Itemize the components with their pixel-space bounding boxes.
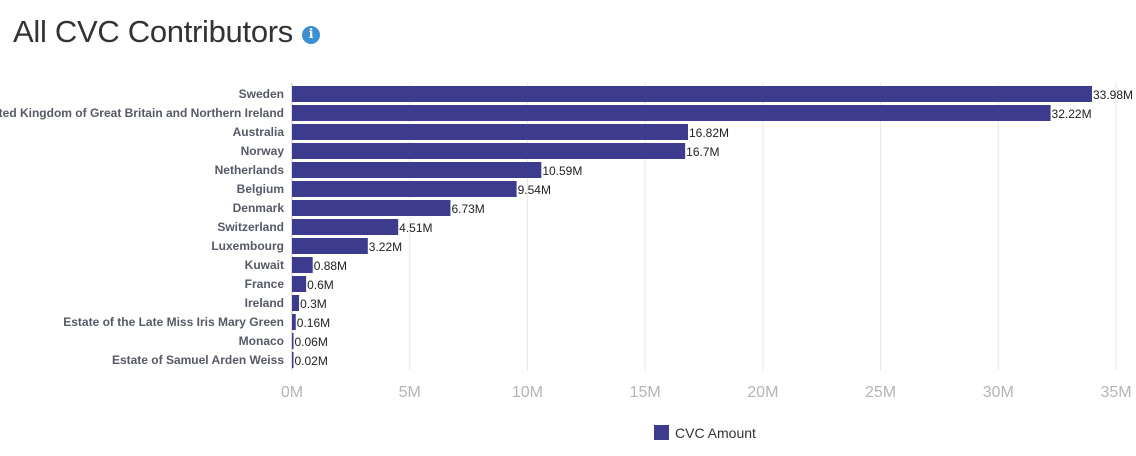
x-tick-label: 20M [747,384,778,401]
x-tick-label: 30M [983,384,1014,401]
bar[interactable] [292,257,313,273]
legend-label[interactable]: CVC Amount [675,425,756,441]
category-label: Ireland [245,296,284,310]
data-label: 4.51M [399,221,432,235]
bar[interactable] [292,352,294,368]
data-label: 0.16M [297,316,330,330]
bar[interactable] [292,276,307,292]
data-label: 10.59M [542,164,582,178]
chart-title: All CVC Contributors i [13,14,320,50]
category-label: United Kingdom of Great Britain and Nort… [0,106,284,120]
data-label: 9.54M [518,183,551,197]
x-axis-ticks: 0M 5M 10M 15M 20M 25M 30M 35M [281,384,1132,401]
bar[interactable] [292,143,686,159]
bar[interactable] [292,333,294,349]
x-tick-label: 0M [281,384,303,401]
category-label: Denmark [233,201,285,215]
category-label: Australia [233,125,285,139]
data-label: 0.88M [314,259,347,273]
data-label: 0.3M [300,297,327,311]
data-label: 0.06M [295,335,328,349]
page-title: All CVC Contributors [13,14,293,49]
category-label: Monaco [239,334,284,348]
category-label: Sweden [239,87,284,101]
category-label: Switzerland [217,220,284,234]
x-tick-label: 25M [865,384,896,401]
data-label: 33.98M [1093,88,1133,102]
category-label: Estate of the Late Miss Iris Mary Green [63,315,284,329]
bar[interactable] [292,238,368,254]
bar[interactable] [292,295,300,311]
data-label: 6.73M [451,202,484,216]
category-labels: Sweden United Kingdom of Great Britain an… [0,87,284,367]
x-tick-label: 15M [630,384,661,401]
bar[interactable] [292,181,517,197]
legend-swatch[interactable] [654,425,669,440]
data-label: 16.82M [689,126,729,140]
bar[interactable] [292,86,1092,102]
bar[interactable] [292,200,451,216]
category-label: France [245,277,285,291]
info-icon[interactable]: i [301,26,320,44]
category-label: Kuwait [245,258,284,272]
bars [292,86,1092,368]
bar[interactable] [292,219,399,235]
data-label: 32.22M [1052,107,1092,121]
bar[interactable] [292,162,542,178]
category-label: Estate of Samuel Arden Weiss [112,353,284,367]
x-tick-label: 35M [1100,384,1131,401]
data-label: 16.7M [686,145,719,159]
data-label: 3.22M [369,240,402,254]
x-tick-label: 5M [399,384,421,401]
category-label: Norway [241,144,285,158]
x-tick-label: 10M [512,384,543,401]
category-label: Netherlands [215,163,285,177]
category-label: Luxembourg [211,239,284,253]
legend: CVC Amount [654,425,756,441]
bar[interactable] [292,124,688,140]
data-label: 0.02M [295,354,328,368]
bar[interactable] [292,105,1051,121]
category-label: Belgium [237,182,284,196]
data-label: 0.6M [307,278,334,292]
bar[interactable] [292,314,296,330]
